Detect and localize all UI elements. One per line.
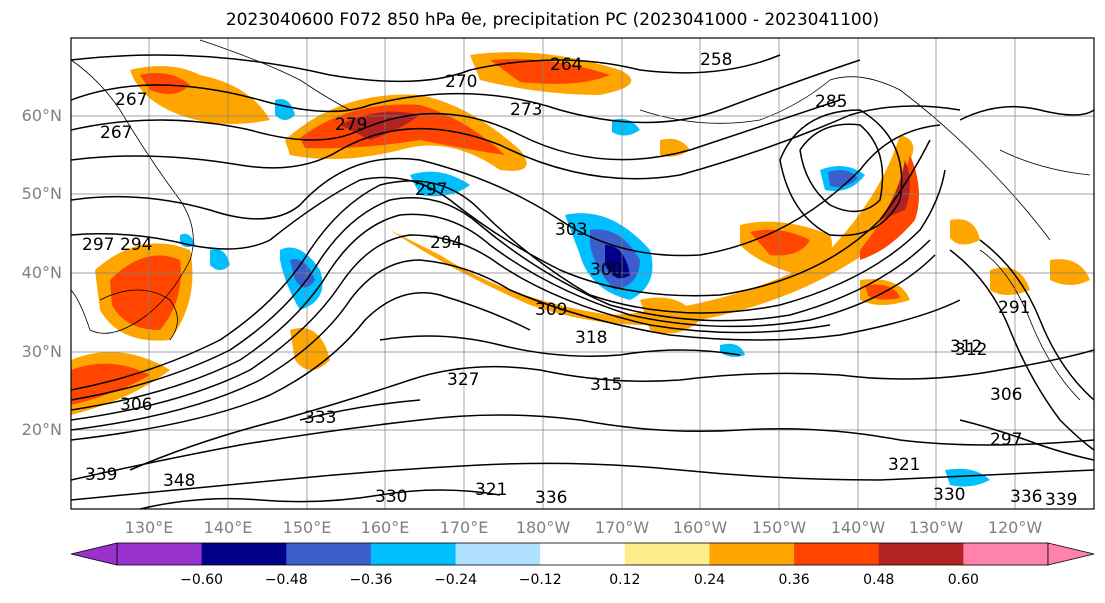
contour-label: 330 [933,485,965,505]
contour-labels: 267 270 273 258 264 267 279 285 297 294 … [82,50,1077,510]
lon-label: 150°W [751,518,807,537]
contour-label: 336 [535,488,567,508]
lon-label: 160°E [360,518,410,537]
contour-label: 267 [100,123,132,143]
colorbar-tick-label: −0.60 [180,572,224,588]
lat-label: 50°N [21,184,62,203]
contour-label: 333 [304,408,336,428]
theta-e-contours [71,54,1094,509]
lon-label: 160°W [672,518,728,537]
contour-label: 297 [990,430,1022,450]
map-title: 2023040600 F072 850 hPa θe, precipitatio… [225,10,880,30]
colorbar-tick-label: 0.60 [947,572,979,588]
contour-label: 318 [575,328,607,348]
lon-label: 130°E [124,518,174,537]
colorbar-tick-label: −0.24 [434,572,477,588]
contour-label: 303 [555,220,587,240]
colorbar-tick-label: −0.12 [518,572,562,588]
contour-label: 300 [590,260,622,280]
contour-label: 294 [430,233,462,253]
contour-label: 306 [120,395,152,415]
contour-label: 339 [85,465,117,485]
lon-label: 170°E [439,518,489,537]
contour-label: 273 [510,100,542,120]
contour-label: 279 [335,115,367,135]
colorbar-tick-label: 0.48 [863,572,895,588]
colorbar-tick-label: −0.36 [349,572,393,588]
contour-label: 330 [375,487,407,507]
lat-label: 60°N [21,106,62,125]
lat-label: 20°N [21,420,62,439]
contour-label: 258 [700,50,732,70]
colorbar-tick-label: 0.24 [693,572,726,588]
contour-label: 336 [1010,487,1042,507]
lon-label: 120°W [987,518,1043,537]
contour-label: 306 [990,385,1022,405]
contour-label: 297 [415,180,447,200]
contour-label: 312 [950,337,982,357]
contour-label: 321 [475,480,507,500]
lon-label: 170°W [594,518,650,537]
contour-label: 339 [1045,490,1077,510]
contour-label: 327 [447,370,479,390]
contour-label: 285 [815,92,847,112]
contour-label: 321 [888,455,920,475]
coastlines [71,39,1091,401]
contour-label: 297 [82,235,114,255]
lon-label: 180°W [515,518,571,537]
lon-label: 140°E [203,518,253,537]
contour-label: 270 [445,72,477,92]
lon-label: 130°W [908,518,964,537]
lon-label: 150°E [282,518,332,537]
contour-label: 309 [535,300,567,320]
contour-label: 294 [120,235,152,255]
contour-label: 348 [163,471,195,491]
contour-label: 267 [115,90,147,110]
contour-label: 291 [998,298,1030,318]
contour-label: 264 [550,55,582,75]
colorbar-tick-label: −0.48 [264,572,308,588]
colorbar-tick-label: 0.36 [778,572,810,588]
contour-label: 312 [955,340,987,360]
lon-label: 140°W [830,518,886,537]
map-frame [70,37,1095,510]
colorbar-tick-label: 0.12 [609,572,641,588]
contour-label: 315 [590,375,622,395]
lat-label: 40°N [21,263,62,282]
lat-label: 30°N [21,342,62,361]
